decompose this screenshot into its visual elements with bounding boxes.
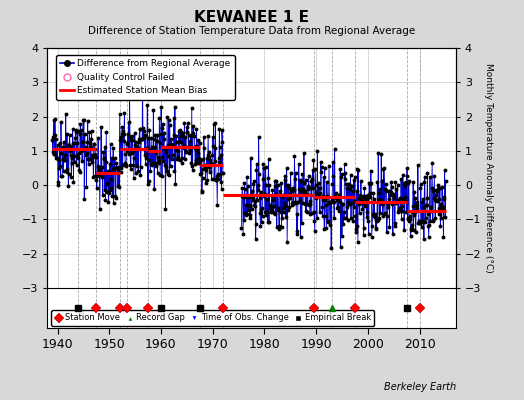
Text: KEWANEE 1 E: KEWANEE 1 E bbox=[194, 10, 309, 25]
Legend: Station Move, Record Gap, Time of Obs. Change, Empirical Break: Station Move, Record Gap, Time of Obs. C… bbox=[51, 310, 374, 326]
Text: Difference of Station Temperature Data from Regional Average: Difference of Station Temperature Data f… bbox=[88, 26, 415, 36]
Legend: Difference from Regional Average, Quality Control Failed, Estimated Station Mean: Difference from Regional Average, Qualit… bbox=[56, 55, 235, 100]
Y-axis label: Monthly Temperature Anomaly Difference (°C): Monthly Temperature Anomaly Difference (… bbox=[484, 63, 493, 273]
Text: Berkeley Earth: Berkeley Earth bbox=[384, 382, 456, 392]
